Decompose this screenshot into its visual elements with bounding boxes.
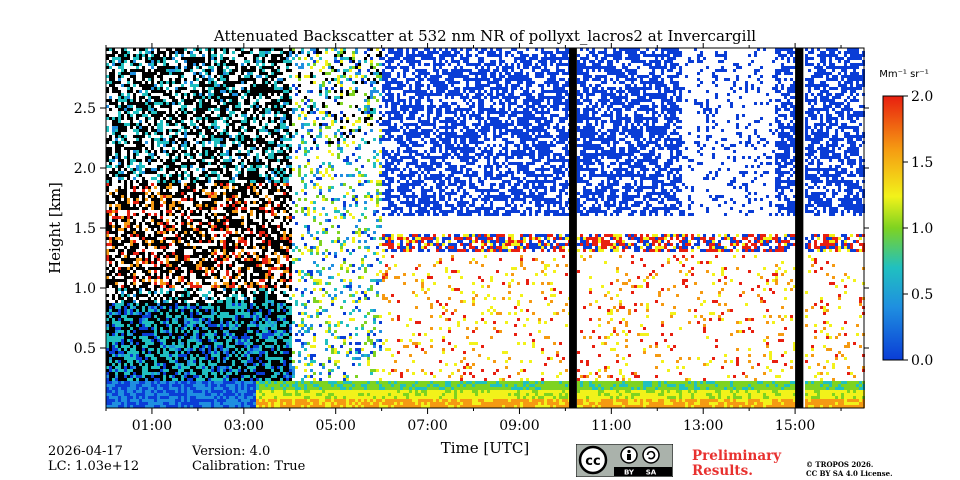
x-axis-label: Time [UTC]: [441, 439, 530, 457]
chart-title: Attenuated Backscatter at 532 nm NR of p…: [213, 27, 756, 45]
x-tick-label: 05:00: [316, 418, 356, 434]
x-axis: 01:00 03:00 05:00 07:00 09:00 11:00 13:00 15:00: [105, 43, 842, 434]
y-tick-label: 2.5: [74, 101, 96, 117]
x-tick-label: 01:00: [132, 418, 172, 434]
copyright-line1: © TROPOS 2026.: [806, 460, 874, 469]
x-tick-label: 09:00: [499, 418, 539, 434]
footer-calibration: Calibration: True: [192, 459, 306, 474]
colorbar-unit: Mm⁻¹ sr⁻¹: [879, 69, 928, 80]
x-tick-label: 07:00: [407, 418, 447, 434]
y-tick-label: 1.0: [74, 281, 96, 297]
data-gap-1: [795, 48, 804, 408]
sa-label: SA: [646, 469, 657, 477]
copyright-line2: CC BY SA 4.0 License.: [806, 469, 893, 478]
preliminary-label: Preliminary: [692, 448, 782, 464]
cc-by-sa-badge: cc BY SA: [576, 444, 673, 477]
data-gap-0: [569, 48, 577, 408]
colorbar-gradient: [882, 95, 904, 361]
colorbar: Mm⁻¹ sr⁻¹ 0.0 0.5 1.0 1.5 2.0: [879, 69, 933, 369]
colorbar-tick-label: 1.5: [911, 155, 933, 171]
heatmap-field: [106, 48, 865, 408]
colorbar-ticks: 0.0 0.5 1.0 1.5 2.0: [903, 89, 933, 369]
plot-area: [106, 48, 865, 408]
results-label: Results.: [692, 463, 753, 479]
sa-share-icon: [642, 446, 660, 464]
colorbar-tick-label: 0.5: [911, 287, 933, 303]
y-tick-label: 2.0: [74, 161, 96, 177]
x-tick-label: 11:00: [591, 418, 631, 434]
x-tick-label: 15:00: [775, 418, 815, 434]
x-tick-label: 13:00: [683, 418, 723, 434]
copyright-note: © TROPOS 2026. CC BY SA 4.0 License.: [806, 460, 893, 478]
y-tick-label: 1.5: [74, 221, 96, 237]
colorbar-tick-label: 0.0: [911, 353, 933, 369]
cc-logo-icon: [578, 445, 608, 475]
y-tick-label: 0.5: [74, 341, 96, 357]
x-tick-label: 03:00: [224, 418, 264, 434]
footer-version: Version: 4.0: [192, 444, 271, 459]
y-axis-label: Height [km]: [46, 182, 64, 274]
preliminary-note: Preliminary Results.: [692, 449, 781, 479]
by-label: BY: [624, 469, 635, 477]
cc-label: cc: [585, 454, 600, 469]
footer-lc: LC: 1.03e+12: [48, 459, 140, 474]
colorbar-tick-label: 2.0: [911, 89, 933, 105]
colorbar-tick-label: 1.0: [911, 221, 933, 237]
y-axis: 0.5 1.0 1.5 2.0 2.5: [74, 101, 869, 357]
footer-date: 2026-04-17: [48, 444, 123, 459]
